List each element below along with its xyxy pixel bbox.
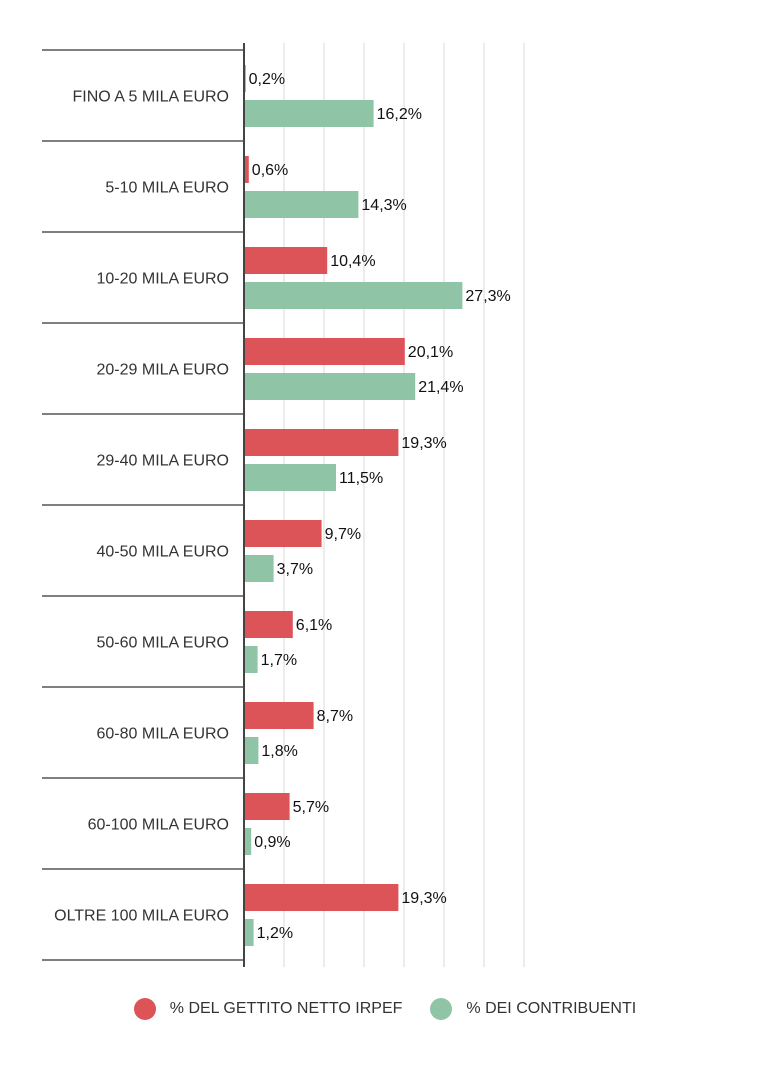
bar-gettito xyxy=(244,429,399,456)
data-label: 0,6% xyxy=(252,162,288,179)
legend-item-gettito: % DEL GETTITO NETTO IRPEF xyxy=(133,998,403,1020)
category-label: 20-29 MILA EURO xyxy=(97,362,230,379)
bar-contribuenti xyxy=(244,555,274,582)
data-label: 19,3% xyxy=(401,890,446,907)
data-label: 9,7% xyxy=(325,526,361,543)
legend-item-contribuenti: % DEI CONTRIBUENTI xyxy=(430,998,636,1020)
bar-gettito xyxy=(244,793,290,820)
bar-gettito xyxy=(244,520,322,547)
category-label: 29-40 MILA EURO xyxy=(97,453,230,470)
data-label: 10,4% xyxy=(330,253,375,270)
data-label: 11,5% xyxy=(339,470,383,487)
data-label: 19,3% xyxy=(401,435,446,452)
category-label: 40-50 MILA EURO xyxy=(97,544,230,561)
data-label: 16,2% xyxy=(377,106,422,123)
data-label: 3,7% xyxy=(277,561,313,578)
data-label: 1,2% xyxy=(257,925,293,942)
bar-gettito xyxy=(244,884,399,911)
legend-swatch-gettito xyxy=(133,998,156,1020)
category-label: 10-20 MILA EURO xyxy=(97,271,230,288)
bar-gettito xyxy=(244,338,405,365)
bar-gettito xyxy=(244,611,293,638)
legend-label-gettito: % DEL GETTITO NETTO IRPEF xyxy=(169,1000,403,1017)
data-label: 0,9% xyxy=(254,834,290,851)
data-label: 5,7% xyxy=(293,799,329,816)
category-label: 5-10 MILA EURO xyxy=(105,180,229,197)
category-label: 60-80 MILA EURO xyxy=(97,726,230,743)
data-label: 1,8% xyxy=(261,743,297,760)
category-label: 50-60 MILA EURO xyxy=(97,635,230,652)
bar-contribuenti xyxy=(244,646,258,673)
data-label: 21,4% xyxy=(418,379,463,396)
data-label: 20,1% xyxy=(408,344,453,361)
data-label: 6,1% xyxy=(296,617,332,634)
bar-contribuenti xyxy=(244,100,374,127)
bar-gettito xyxy=(244,156,249,183)
bar-gettito xyxy=(244,247,328,274)
bar-chart: FINO A 5 MILA EURO 0,2% 16,2% 5-10 MILA EUR… xyxy=(42,43,525,967)
bar-gettito xyxy=(244,702,314,729)
category-label: OLTRE 100 MILA EURO xyxy=(54,908,229,925)
category-label: 60-100 MILA EURO xyxy=(88,817,229,834)
data-label: 0,2% xyxy=(249,71,285,88)
bar-contribuenti xyxy=(244,737,259,764)
bar-contribuenti xyxy=(244,828,252,855)
data-label: 14,3% xyxy=(361,197,406,214)
bar-contribuenti xyxy=(244,282,463,309)
data-label: 1,7% xyxy=(261,652,297,669)
data-label: 27,3% xyxy=(465,288,510,305)
bar-contribuenti xyxy=(244,373,416,400)
bar-contribuenti xyxy=(244,191,359,218)
bar-contribuenti xyxy=(244,464,336,491)
bar-contribuenti xyxy=(244,919,254,946)
legend-swatch-contribuenti xyxy=(430,998,453,1020)
legend: % DEL GETTITO NETTO IRPEF % DEI CONTRIBU… xyxy=(0,998,770,1020)
legend-label-contribuenti: % DEI CONTRIBUENTI xyxy=(466,1000,637,1017)
data-label: 8,7% xyxy=(317,708,353,725)
category-label: FINO A 5 MILA EURO xyxy=(73,89,230,106)
